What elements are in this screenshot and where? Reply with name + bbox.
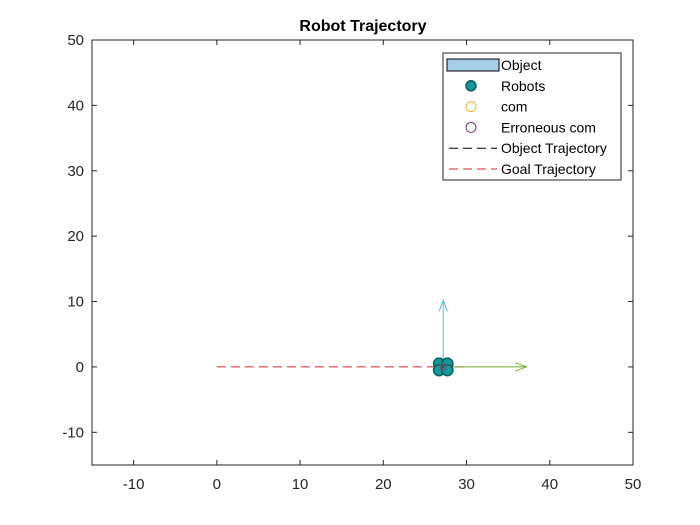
y-axis-arrow-head: [438, 298, 448, 312]
x-tick-label: 30: [458, 476, 475, 493]
y-tick-label: 30: [67, 163, 84, 180]
x-tick-label: 10: [292, 476, 309, 493]
robot-marker: [441, 363, 454, 377]
axes-box: [91, 39, 634, 466]
y-tick-label: -10: [62, 424, 84, 441]
legend-swatch-object: [446, 58, 500, 72]
y-tick-label: 50: [67, 32, 84, 49]
x-tick-label: 20: [375, 476, 392, 493]
x-tick-label: 40: [541, 476, 558, 493]
legend-label: com: [501, 99, 527, 115]
legend-swatch-marker: [465, 101, 477, 113]
legend: Object Robots com Erroneous com Object Traje…: [442, 52, 622, 181]
legend-label: Object Trajectory: [501, 140, 607, 156]
chart-title: Robot Trajectory: [299, 18, 426, 35]
x-tick-label: 0: [213, 476, 221, 493]
x-tick-label: -10: [123, 476, 145, 493]
y-tick-label: 20: [67, 228, 84, 245]
y-tick-label: 40: [67, 97, 84, 114]
axis-ticks: -10 0 10 20 30 40 50 -10 0 10 20 30 40 50: [62, 32, 641, 493]
y-tick-label: 0: [76, 359, 84, 376]
x-axis-arrow-head: [515, 362, 528, 372]
x-tick-label: 50: [625, 476, 642, 493]
legend-box: [442, 52, 622, 181]
y-tick-label: 10: [67, 294, 84, 311]
legend-swatch-robots: [465, 80, 477, 92]
legend-label: Erroneous com: [501, 119, 596, 135]
legend-label: Robots: [501, 78, 545, 94]
legend-label: Goal Trajectory: [501, 161, 596, 177]
erroneous-com-marker: [439, 363, 447, 371]
plot-marks: [216, 298, 528, 377]
legend-swatch-marker: [465, 121, 477, 133]
legend-label: Object: [501, 57, 542, 73]
